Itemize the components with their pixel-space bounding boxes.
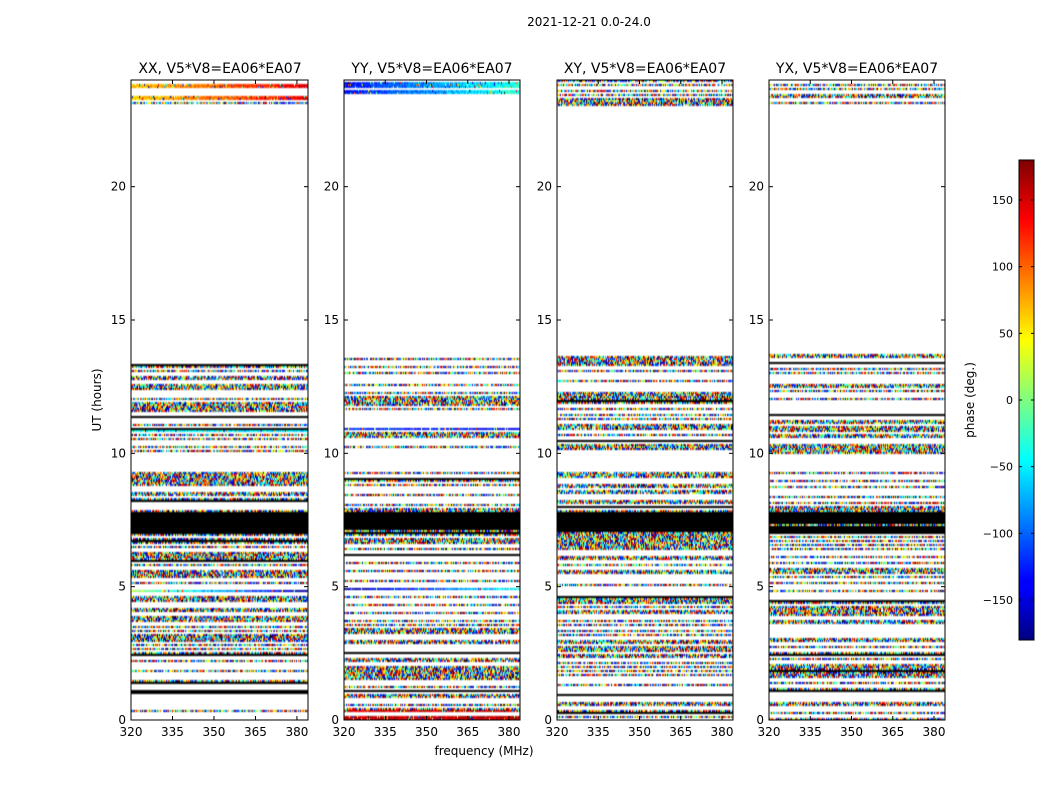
xtick-label: 350 bbox=[840, 725, 863, 739]
xtick-label: 335 bbox=[374, 725, 397, 739]
yticks-xy: 0 5 10 15 20 bbox=[537, 180, 733, 727]
colorbar-ticks: −150 −100 −50 0 50 100 150 bbox=[983, 194, 1034, 607]
xtick-label: 365 bbox=[244, 725, 267, 739]
xtick-label: 335 bbox=[161, 725, 184, 739]
xticks-yy: 320 335 350 365 380 bbox=[333, 80, 521, 739]
xtick-label: 380 bbox=[923, 725, 946, 739]
xtick-label: 380 bbox=[711, 725, 734, 739]
ytick-label: 5 bbox=[118, 580, 126, 594]
xtick-label: 320 bbox=[546, 725, 569, 739]
heatmap-yy bbox=[344, 80, 520, 720]
panel-xx: XX, V5*V8=EA06*EA07 320 335 350 365 380 0 5 10… bbox=[111, 61, 309, 739]
colorbar-tick-label: −100 bbox=[983, 527, 1013, 540]
heatmap-xx bbox=[131, 80, 308, 720]
colorbar-tick-label: −50 bbox=[990, 461, 1013, 474]
colorbar-tick-label: −150 bbox=[983, 594, 1013, 607]
xtick-label: 365 bbox=[456, 725, 479, 739]
axes-frame-yy bbox=[343, 79, 521, 721]
panel-yy: YY, V5*V8=EA06*EA07 320 335 350 365 380 0 5 10… bbox=[324, 61, 521, 739]
xtick-label: 365 bbox=[881, 725, 904, 739]
ytick-label: 10 bbox=[537, 446, 552, 460]
panel-yx: YX, V5*V8=EA06*EA07 320 335 350 365 380 0 5 10… bbox=[749, 61, 946, 739]
xtick-label: 335 bbox=[587, 725, 610, 739]
yticks-yx: 0 5 10 15 20 bbox=[749, 180, 945, 727]
heatmap-xy bbox=[557, 80, 733, 720]
xticks-xy: 320 335 350 365 380 bbox=[546, 80, 734, 739]
xtick-label: 365 bbox=[669, 725, 692, 739]
panel-title-xx: XX, V5*V8=EA06*EA07 bbox=[138, 61, 301, 77]
ytick-label: 0 bbox=[544, 713, 552, 727]
panel-title-yx: YX, V5*V8=EA06*EA07 bbox=[775, 61, 938, 77]
x-axis-label: frequency (MHz) bbox=[434, 744, 533, 758]
ytick-label: 0 bbox=[118, 713, 126, 727]
yticks-yy: 0 5 10 15 20 bbox=[324, 180, 520, 727]
colorbar-tick-label: 150 bbox=[992, 194, 1013, 207]
xtick-label: 335 bbox=[799, 725, 822, 739]
ytick-label: 10 bbox=[111, 446, 126, 460]
ytick-label: 0 bbox=[331, 713, 339, 727]
colorbar-tick-label: 100 bbox=[992, 261, 1013, 274]
panel-title-yy: YY, V5*V8=EA06*EA07 bbox=[350, 61, 512, 77]
ytick-label: 20 bbox=[749, 180, 764, 194]
xtick-label: 320 bbox=[120, 725, 143, 739]
xtick-label: 320 bbox=[333, 725, 356, 739]
xtick-label: 320 bbox=[758, 725, 781, 739]
colorbar-tick-label: 50 bbox=[999, 327, 1013, 340]
xticks-yx: 320 335 350 365 380 bbox=[758, 80, 946, 739]
xtick-label: 350 bbox=[415, 725, 438, 739]
xtick-label: 380 bbox=[498, 725, 521, 739]
ytick-label: 15 bbox=[749, 313, 764, 327]
axes-frame-xy bbox=[556, 79, 734, 721]
ytick-label: 10 bbox=[324, 446, 339, 460]
axes-frame-xx bbox=[130, 79, 309, 721]
heatmap-yx bbox=[769, 80, 945, 720]
panel-xy: XY, V5*V8=EA06*EA07 320 335 350 365 380 0 5 10… bbox=[537, 61, 734, 739]
yticks-xx: 0 5 10 15 20 bbox=[111, 180, 308, 727]
ytick-label: 15 bbox=[537, 313, 552, 327]
xtick-label: 350 bbox=[628, 725, 651, 739]
xtick-label: 380 bbox=[285, 725, 308, 739]
colorbar-label: phase (deg.) bbox=[963, 362, 977, 438]
axes-frame-yx bbox=[768, 79, 946, 721]
ytick-label: 5 bbox=[331, 580, 339, 594]
ytick-label: 10 bbox=[749, 446, 764, 460]
y-axis-label: UT (hours) bbox=[90, 368, 104, 431]
ytick-label: 5 bbox=[544, 580, 552, 594]
ytick-label: 15 bbox=[111, 313, 126, 327]
ytick-label: 5 bbox=[756, 580, 764, 594]
ytick-label: 0 bbox=[756, 713, 764, 727]
ytick-label: 20 bbox=[324, 180, 339, 194]
colorbar-tick-label: 0 bbox=[1006, 394, 1013, 407]
colorbar: −150 −100 −50 0 50 100 150 phase (deg.) bbox=[963, 159, 1035, 641]
ytick-label: 15 bbox=[324, 313, 339, 327]
figure-suptitle: 2021-12-21 0.0-24.0 bbox=[527, 15, 651, 29]
panel-title-xy: XY, V5*V8=EA06*EA07 bbox=[564, 61, 726, 77]
xtick-label: 350 bbox=[203, 725, 226, 739]
ytick-label: 20 bbox=[111, 180, 126, 194]
ytick-label: 20 bbox=[537, 180, 552, 194]
xticks-xx: 320 335 350 365 380 bbox=[120, 80, 308, 739]
